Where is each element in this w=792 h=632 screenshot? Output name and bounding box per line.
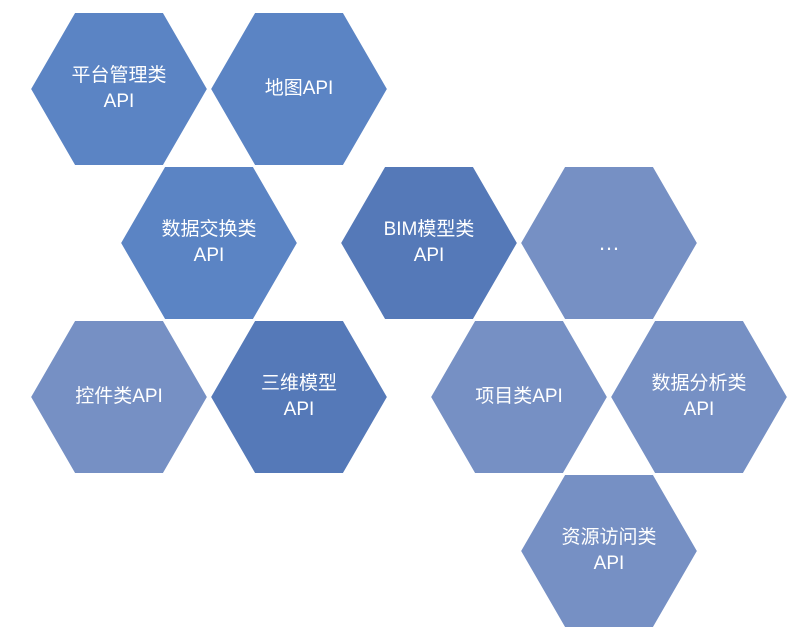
hex-more: … <box>520 166 698 320</box>
hex-label-data-analysis: 数据分析类 API <box>641 371 756 422</box>
hex-label-widget-api: 控件类API <box>65 384 173 410</box>
hex-label-data-exchange: 数据交换类 API <box>151 217 266 268</box>
hex-project-api: 项目类API <box>430 320 608 474</box>
hex-3d-model: 三维模型 API <box>210 320 388 474</box>
hex-label-3d-model: 三维模型 API <box>251 371 347 422</box>
hex-label-resource-api: 资源访问类 API <box>551 525 666 576</box>
hex-label-platform-mgmt: 平台管理类 API <box>61 63 176 114</box>
hex-data-exchange: 数据交换类 API <box>120 166 298 320</box>
hex-map-api: 地图API <box>210 12 388 166</box>
hex-data-analysis: 数据分析类 API <box>610 320 788 474</box>
hex-label-map-api: 地图API <box>255 76 344 102</box>
hex-bim-model: BIM模型类 API <box>340 166 518 320</box>
hex-label-project-api: 项目类API <box>465 384 573 410</box>
hex-label-more: … <box>588 228 630 258</box>
hex-label-bim-model: BIM模型类 API <box>374 217 485 268</box>
hex-platform-mgmt: 平台管理类 API <box>30 12 208 166</box>
hex-widget-api: 控件类API <box>30 320 208 474</box>
hex-resource-api: 资源访问类 API <box>520 474 698 628</box>
